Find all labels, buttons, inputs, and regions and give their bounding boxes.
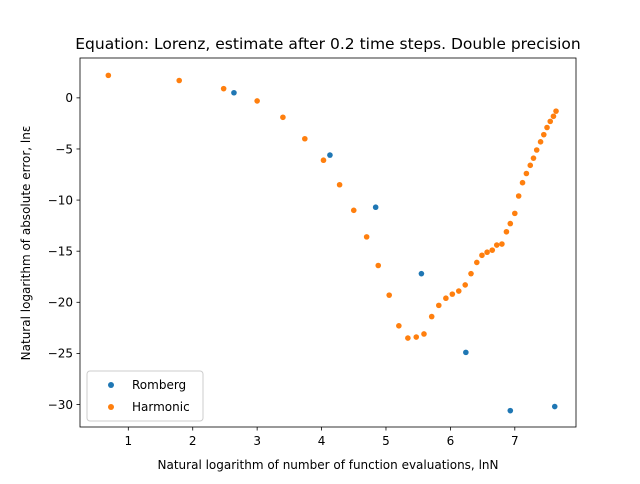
legend: Romberg Harmonic [86, 370, 204, 422]
data-point-harmonic [350, 207, 357, 214]
data-point-harmonic [537, 139, 544, 145]
y-axis-label: Natural logarithm of absolute error, lnε [19, 126, 33, 361]
x-tick-label: 5 [382, 434, 390, 448]
data-point-harmonic [515, 193, 522, 199]
data-point-harmonic [435, 302, 442, 309]
data-point-harmonic [363, 234, 370, 240]
data-point-harmonic [512, 210, 518, 217]
data-point-harmonic [443, 295, 449, 302]
data-point-harmonic [220, 85, 227, 92]
x-tick-label: 2 [189, 434, 197, 448]
data-point-harmonic [474, 259, 480, 266]
series-harmonic [105, 72, 559, 341]
data-point-harmonic [489, 247, 496, 253]
x-axis-ticks: 1 2 3 4 5 6 7 [124, 427, 519, 448]
legend-marker-romberg [108, 382, 114, 388]
data-point-romberg [463, 349, 469, 356]
data-point-romberg [372, 204, 379, 211]
x-axis-label: Natural logarithm of number of function … [158, 458, 499, 472]
y-tick-label: −5 [55, 142, 73, 156]
data-point-harmonic [493, 242, 500, 248]
y-tick-label: −25 [48, 347, 73, 361]
data-point-harmonic [375, 262, 382, 269]
data-point-harmonic [550, 113, 557, 120]
data-point-harmonic [428, 313, 435, 320]
x-tick-label: 1 [124, 434, 132, 448]
data-point-harmonic [544, 124, 550, 131]
data-point-harmonic [553, 108, 559, 114]
data-point-harmonic [254, 98, 260, 104]
data-point-harmonic [413, 334, 420, 340]
data-point-harmonic [519, 179, 526, 186]
data-point-harmonic [302, 135, 308, 142]
legend-marker-harmonic [108, 404, 114, 410]
data-point-harmonic [468, 270, 474, 277]
data-point-harmonic [503, 228, 510, 235]
data-marks [105, 72, 559, 414]
data-point-harmonic [484, 249, 490, 256]
y-tick-label: −30 [48, 398, 73, 412]
y-tick-label: −20 [48, 296, 73, 310]
legend-label-romberg: Romberg [132, 378, 186, 392]
y-tick-label: −10 [48, 193, 73, 207]
data-point-romberg [327, 152, 333, 158]
plot-frame [79, 57, 577, 428]
x-tick-label: 3 [253, 434, 261, 448]
data-point-harmonic [479, 252, 485, 259]
x-tick-label: 6 [447, 434, 455, 448]
data-point-harmonic [280, 114, 286, 121]
data-point-harmonic [320, 157, 327, 164]
data-point-harmonic [530, 155, 537, 161]
data-point-harmonic [540, 131, 547, 138]
data-point-romberg [231, 89, 237, 96]
data-point-harmonic [547, 118, 554, 125]
data-point-harmonic [386, 292, 392, 298]
data-point-harmonic [336, 181, 343, 188]
data-point-harmonic [499, 241, 505, 247]
data-point-romberg [507, 407, 514, 414]
plot-area: 1 2 3 4 5 6 7 0 −5 −10 −15 −20 −25 −30 [48, 57, 577, 448]
data-point-harmonic [396, 323, 402, 329]
x-tick-label: 7 [511, 434, 519, 448]
data-point-harmonic [527, 162, 534, 169]
data-point-harmonic [105, 72, 112, 79]
data-point-harmonic [405, 335, 411, 341]
data-point-harmonic [176, 77, 182, 84]
data-point-romberg [418, 270, 425, 277]
y-tick-label: −15 [48, 244, 73, 258]
series-romberg [231, 89, 558, 414]
data-point-harmonic [523, 170, 530, 177]
data-point-harmonic [462, 282, 469, 288]
x-tick-label: 4 [318, 434, 326, 448]
data-point-harmonic [421, 331, 427, 337]
y-tick-label: 0 [65, 91, 73, 105]
data-point-harmonic [449, 291, 456, 297]
data-point-harmonic [533, 147, 540, 153]
y-axis-ticks: 0 −5 −10 −15 −20 −25 −30 [48, 91, 80, 412]
legend-label-harmonic: Harmonic [132, 400, 190, 414]
data-point-harmonic [507, 220, 514, 227]
data-point-harmonic [455, 288, 462, 294]
chart-title: Equation: Lorenz, estimate after 0.2 tim… [75, 35, 581, 53]
legend-frame [86, 370, 204, 422]
data-point-romberg [551, 403, 558, 410]
